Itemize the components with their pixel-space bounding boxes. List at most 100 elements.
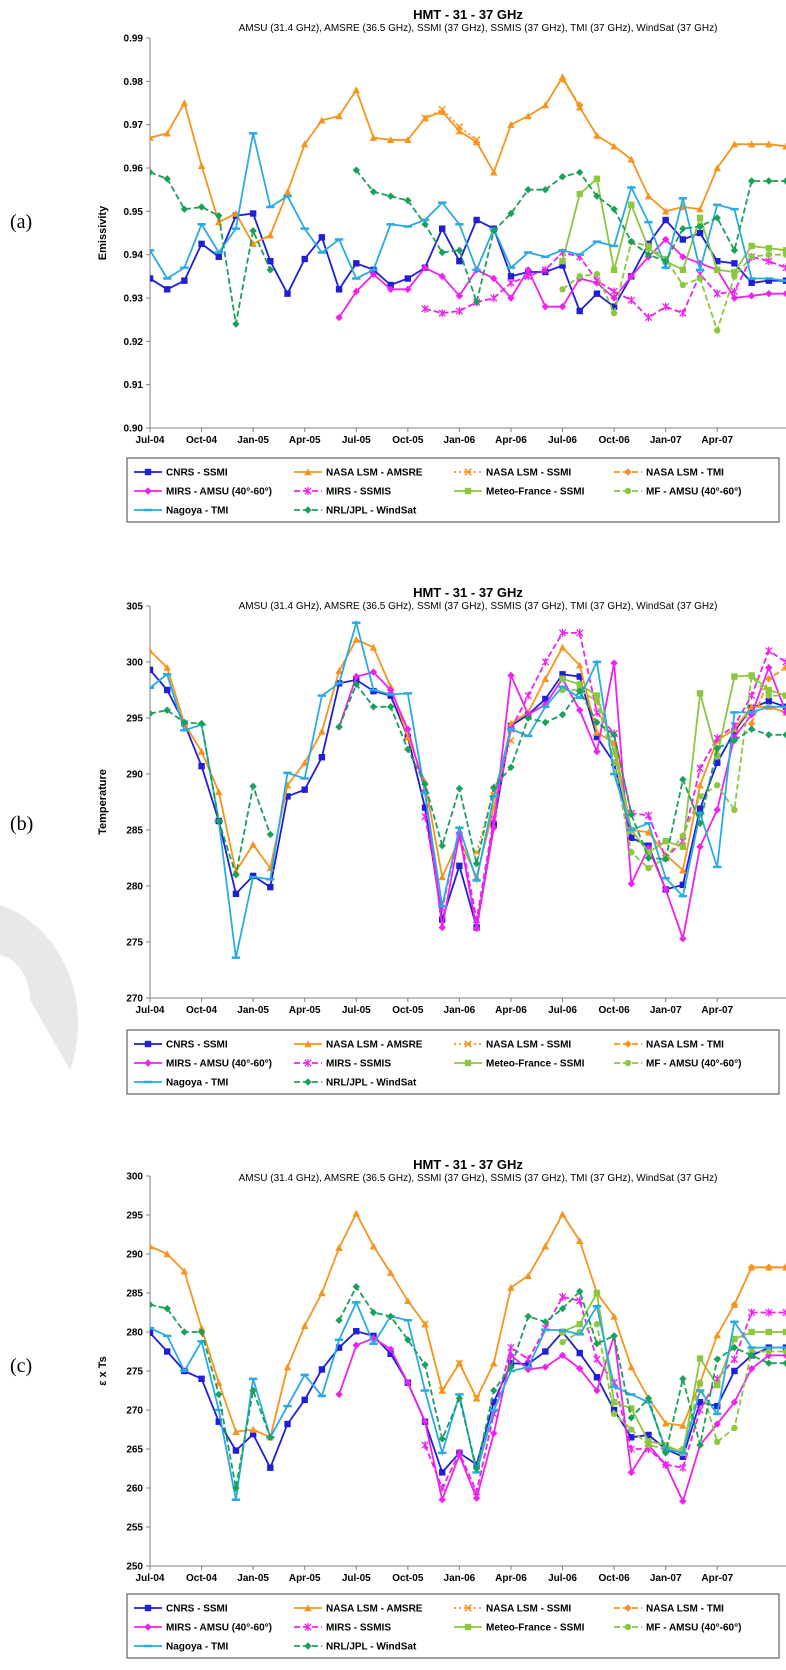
data-point [507,209,515,218]
data-point [301,1322,309,1329]
series-nrl-jpl-windsat [150,166,786,328]
data-point [559,286,566,293]
y-tick-label: 300 [126,1172,143,1183]
data-point [576,101,584,109]
data-point [507,763,515,771]
data-point [696,819,704,827]
legend-item: MF - AMSU (40°-60°) [614,1059,741,1070]
data-point [541,1318,550,1326]
data-point [628,1426,635,1433]
data-point [765,646,773,655]
data-point [472,1487,481,1496]
x-tick-label: Oct-06 [599,1573,631,1584]
data-point [421,812,429,821]
data-point [439,916,446,923]
data-point [558,75,567,83]
y-tick-label: 0.91 [124,380,144,391]
data-point [439,225,446,232]
data-point [524,112,532,120]
legend: CNRS - SSMI NASA LSM - AMSRE NASA LSM - SS… [126,1029,780,1095]
x-tick-label: Jan-05 [237,435,269,446]
legend-swatch-marker [624,1623,632,1631]
data-point [747,719,756,728]
x-tick-label: Apr-06 [495,1573,527,1584]
data-point [765,244,773,252]
y-tick-label: 0.97 [124,120,144,131]
data-point [301,786,308,793]
x-tick-label: Jan-06 [444,1573,476,1584]
data-point [765,1328,773,1336]
legend-label: NRL/JPL - WindSat [326,506,417,517]
data-point [730,1355,739,1364]
data-point [197,747,206,755]
data-point [747,1308,756,1317]
y-axis-title: Temperature [97,769,109,835]
data-point [386,1269,395,1276]
data-point [610,266,618,274]
legend: CNRS - SSMI NASA LSM - AMSRE NASA LSM - SS… [126,1593,780,1659]
data-point [628,1434,635,1441]
data-point [765,686,773,694]
y-tick-label: 300 [126,658,143,669]
data-point [610,659,618,667]
legend-item: NASA LSM - TMI [614,468,724,479]
data-point [215,1418,222,1425]
chart-subtitle: AMSU (31.4 GHz), AMSRE (36.5 GHz), SSMI … [239,23,718,34]
data-point [353,1328,360,1335]
data-point [782,1263,786,1271]
legend-swatch-marker [464,468,472,476]
data-point [455,127,464,135]
data-point [679,1463,687,1472]
data-point [369,643,378,651]
data-point [748,673,755,680]
legend-swatch-marker [304,1059,312,1067]
data-point [679,1421,687,1429]
data-point [747,1263,756,1271]
data-point [661,235,670,244]
data-point [679,832,687,839]
data-point [215,218,223,226]
data-point [730,1398,739,1406]
data-point [456,257,463,265]
data-point [541,185,550,194]
data-point [198,240,205,248]
data-point [696,1406,704,1414]
data-point [455,123,464,131]
data-point [352,672,360,681]
data-point [438,272,446,281]
data-point [386,285,395,294]
data-point [455,307,464,315]
x-tick-label: Apr-06 [495,1005,527,1016]
data-point [507,294,515,302]
data-point [662,302,670,311]
data-point [765,698,773,705]
legend-label: CNRS - SSMI [166,468,228,479]
chart-title: HMT - 31 - 37 GHz [413,585,523,600]
y-tick-label: 0.95 [124,207,144,218]
data-point [610,1332,618,1340]
data-point [541,658,550,666]
y-tick-label: 0.93 [124,294,144,305]
data-point [249,1386,257,1395]
data-point [696,781,704,789]
plot-area [150,73,786,334]
series-nrl-jpl-windsat [150,680,786,879]
data-point [730,736,739,745]
data-point [455,784,464,793]
data-point [627,155,635,163]
data-point [455,1394,464,1402]
data-point [335,723,343,731]
data-point [472,924,481,933]
data-point [627,237,635,246]
x-tick-label: Jul-06 [548,1005,577,1016]
data-point [576,307,583,315]
data-point [249,1425,257,1433]
data-point [713,289,721,298]
data-point [593,175,601,183]
legend-label: Nagoya - TMI [166,1642,228,1653]
y-tick-label: 0.90 [124,424,144,435]
data-point [404,1297,412,1304]
data-point [404,745,412,754]
legend-item: Nagoya - TMI [134,506,228,517]
